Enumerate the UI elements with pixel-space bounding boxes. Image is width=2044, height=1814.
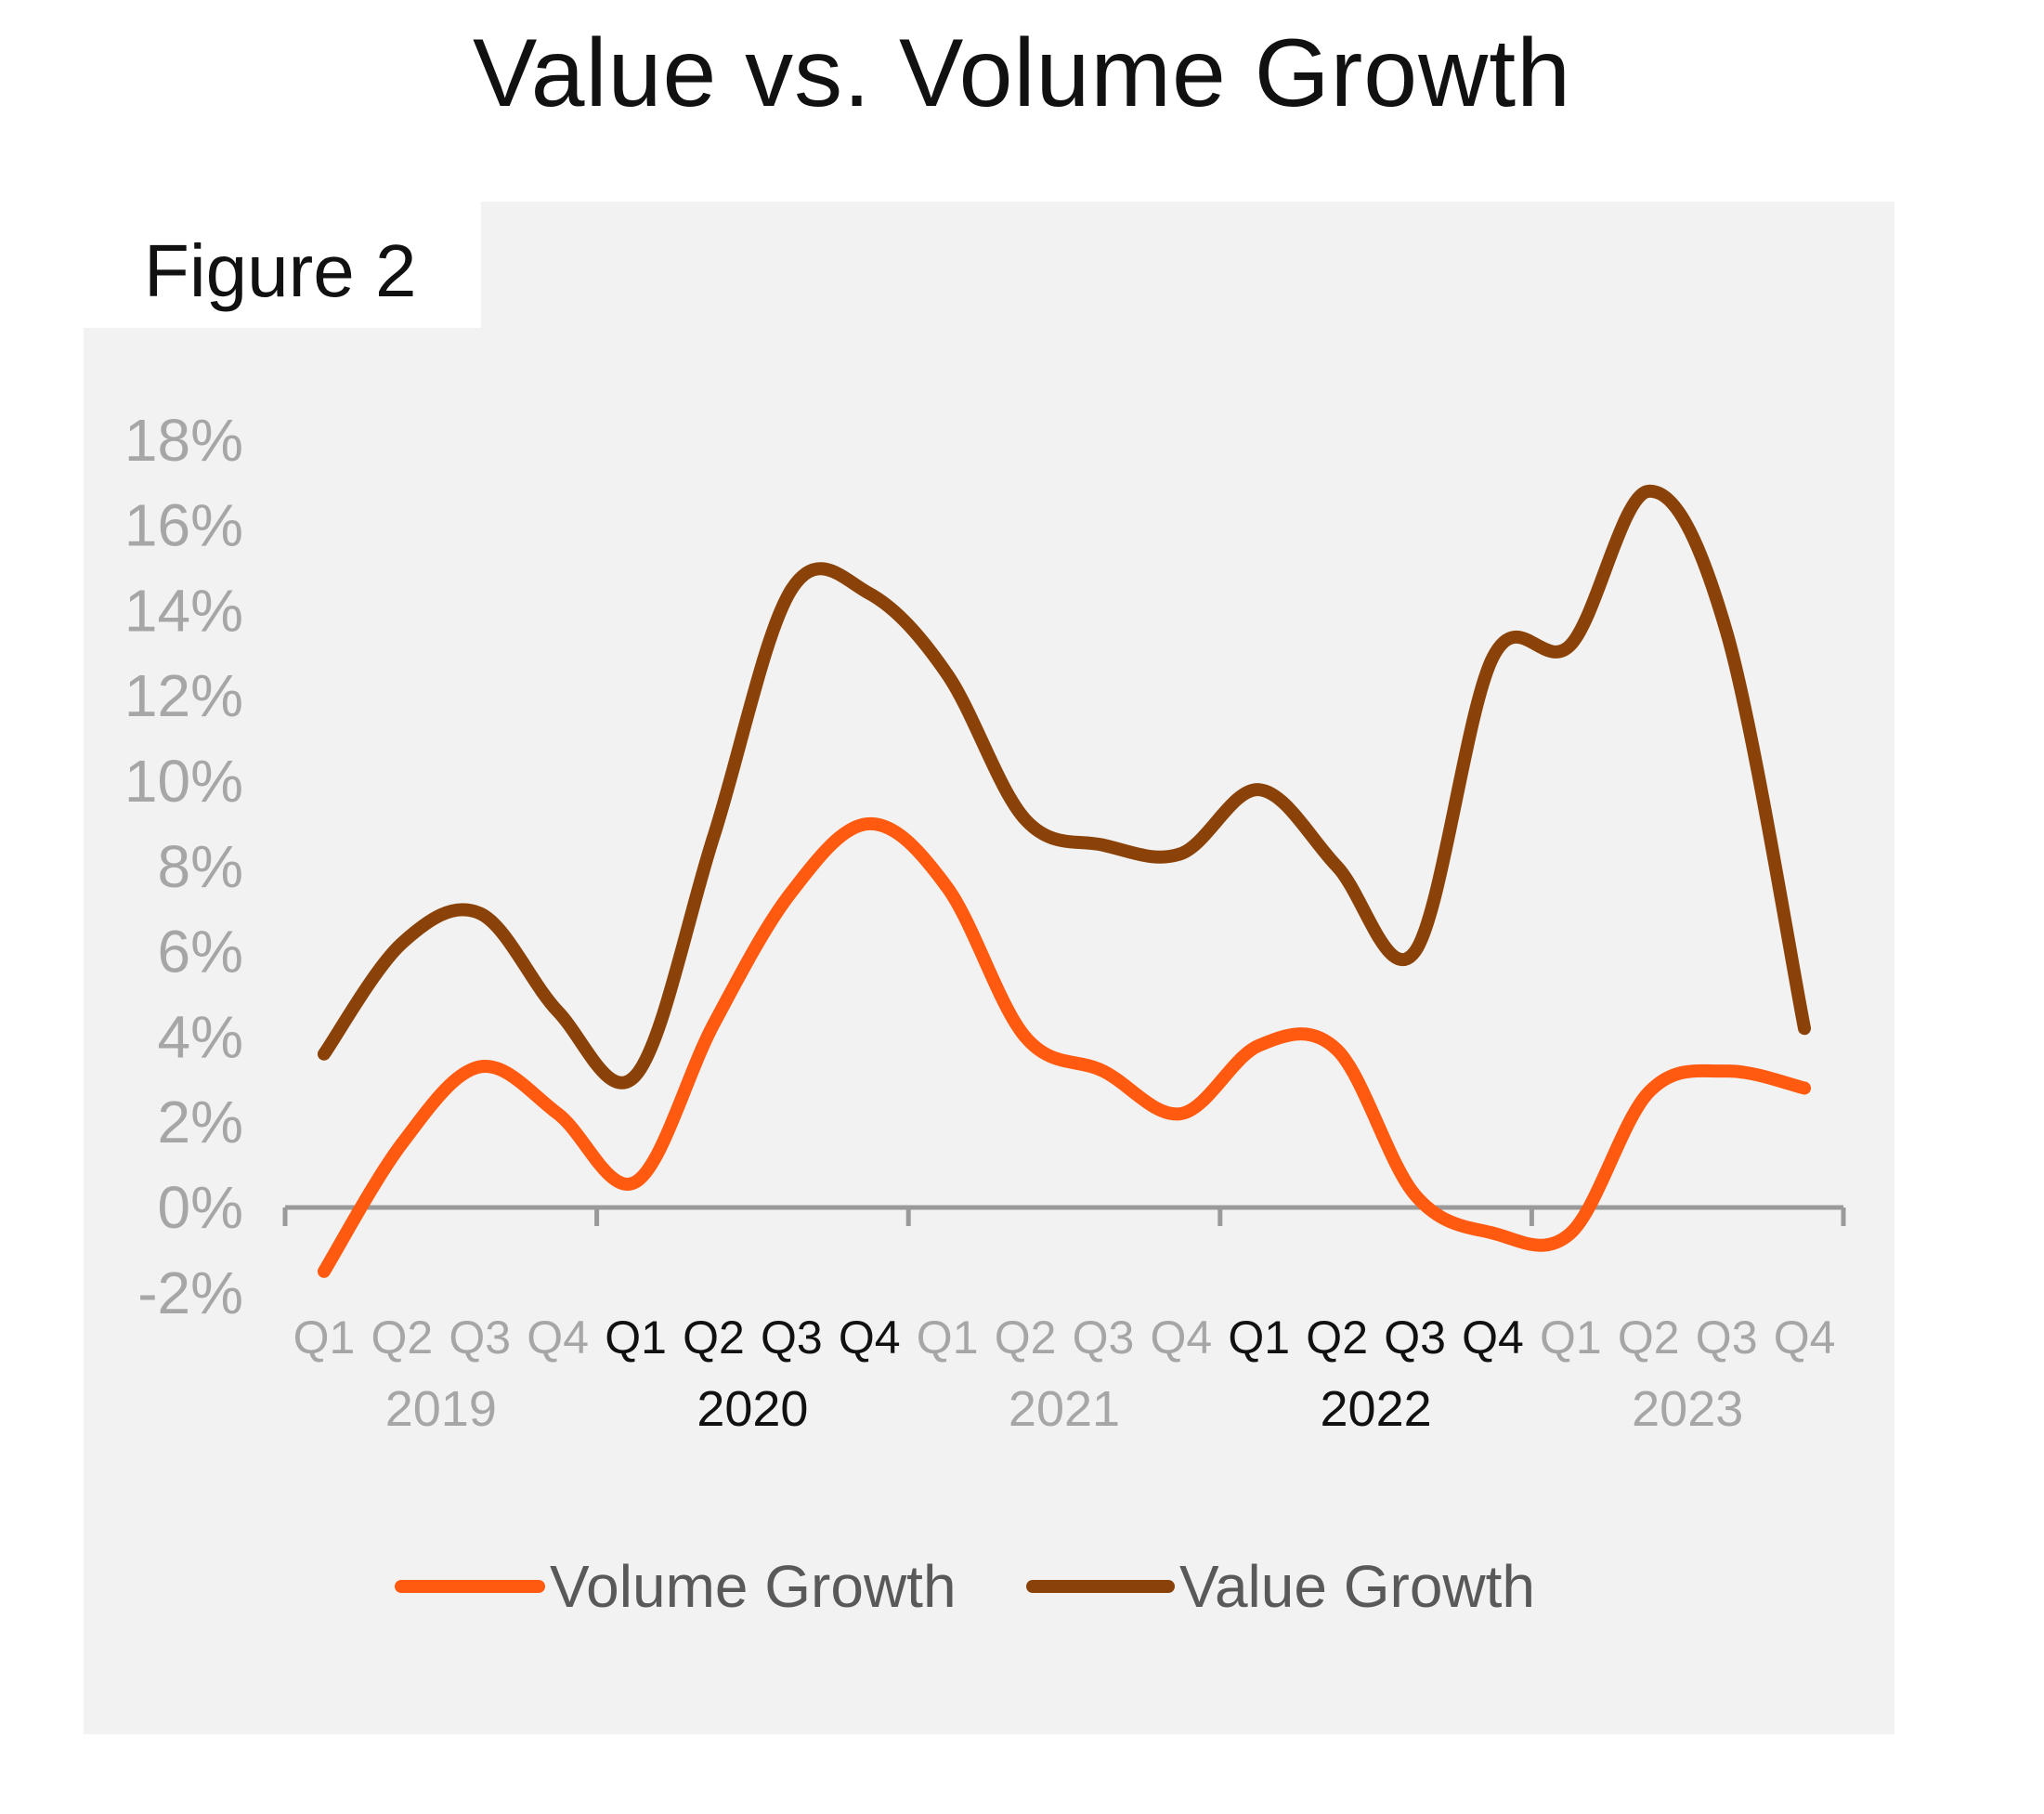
x-year-label: 2023	[1632, 1381, 1743, 1437]
x-tick-label: Q4	[1774, 1312, 1836, 1364]
x-tick-label: Q1	[1540, 1312, 1602, 1364]
legend: Volume Growth Value Growth	[395, 1553, 1535, 1620]
x-tick-label: Q1	[1228, 1312, 1290, 1364]
series-line-value-growth	[317, 484, 1812, 1090]
x-tick-label: Q1	[293, 1312, 356, 1364]
x-tick-label: Q4	[1150, 1312, 1212, 1364]
y-tick-label: 0%	[158, 1174, 244, 1241]
x-tick-label: Q3	[1696, 1312, 1758, 1364]
x-axis-labels: Q1 Q2 Q3 Q4 Q1 Q2 Q3 Q4 Q1 Q2 Q3 Q4 Q1 Q2 Q3 Q4 Q1 Q2 Q3 Q4…	[293, 1312, 1836, 1437]
x-tick-label: Q4	[839, 1312, 901, 1364]
y-tick-label: 18%	[124, 407, 243, 474]
x-tick-label: Q2	[1306, 1312, 1368, 1364]
x-tick-label: Q2	[371, 1312, 433, 1364]
x-axis	[282, 1205, 1846, 1226]
legend-label: Volume Growth	[550, 1553, 957, 1620]
x-tick-label: Q2	[1618, 1312, 1680, 1364]
y-axis-labels: 18% 16% 14% 12% 10% 8% 6% 4% 2% 0% -2%	[124, 407, 243, 1326]
x-year-label: 2019	[385, 1381, 497, 1437]
y-tick-label: 2%	[158, 1089, 244, 1155]
x-tick-label: Q2	[683, 1312, 745, 1364]
x-tick-label: Q2	[995, 1312, 1057, 1364]
series-lines	[317, 484, 1812, 1278]
y-tick-label: 6%	[158, 919, 244, 985]
y-tick-label: 16%	[124, 492, 243, 559]
legend-label: Value Growth	[1179, 1553, 1535, 1620]
x-tick-label: Q4	[1462, 1312, 1524, 1364]
x-year-label: 2022	[1321, 1381, 1432, 1437]
series-line-volume-growth	[317, 816, 1812, 1278]
x-tick-label: Q3	[1073, 1312, 1135, 1364]
x-tick-label: Q1	[605, 1312, 667, 1364]
x-year-label: 2021	[1009, 1381, 1120, 1437]
x-year-label: 2020	[697, 1381, 808, 1437]
x-tick-label: Q3	[761, 1312, 823, 1364]
y-tick-label: 4%	[158, 1003, 244, 1070]
y-tick-label: 10%	[124, 748, 243, 815]
x-tick-label: Q3	[449, 1312, 511, 1364]
y-tick-label: -2%	[137, 1259, 243, 1326]
y-tick-label: 8%	[158, 833, 244, 900]
x-tick-label: Q1	[917, 1312, 979, 1364]
x-tick-label: Q4	[527, 1312, 589, 1364]
y-tick-label: 12%	[124, 662, 243, 729]
y-tick-label: 14%	[124, 577, 243, 644]
chart-title: Value vs. Volume Growth	[473, 20, 1571, 127]
x-tick-label: Q3	[1384, 1312, 1446, 1364]
figure-label: Figure 2	[84, 202, 481, 328]
